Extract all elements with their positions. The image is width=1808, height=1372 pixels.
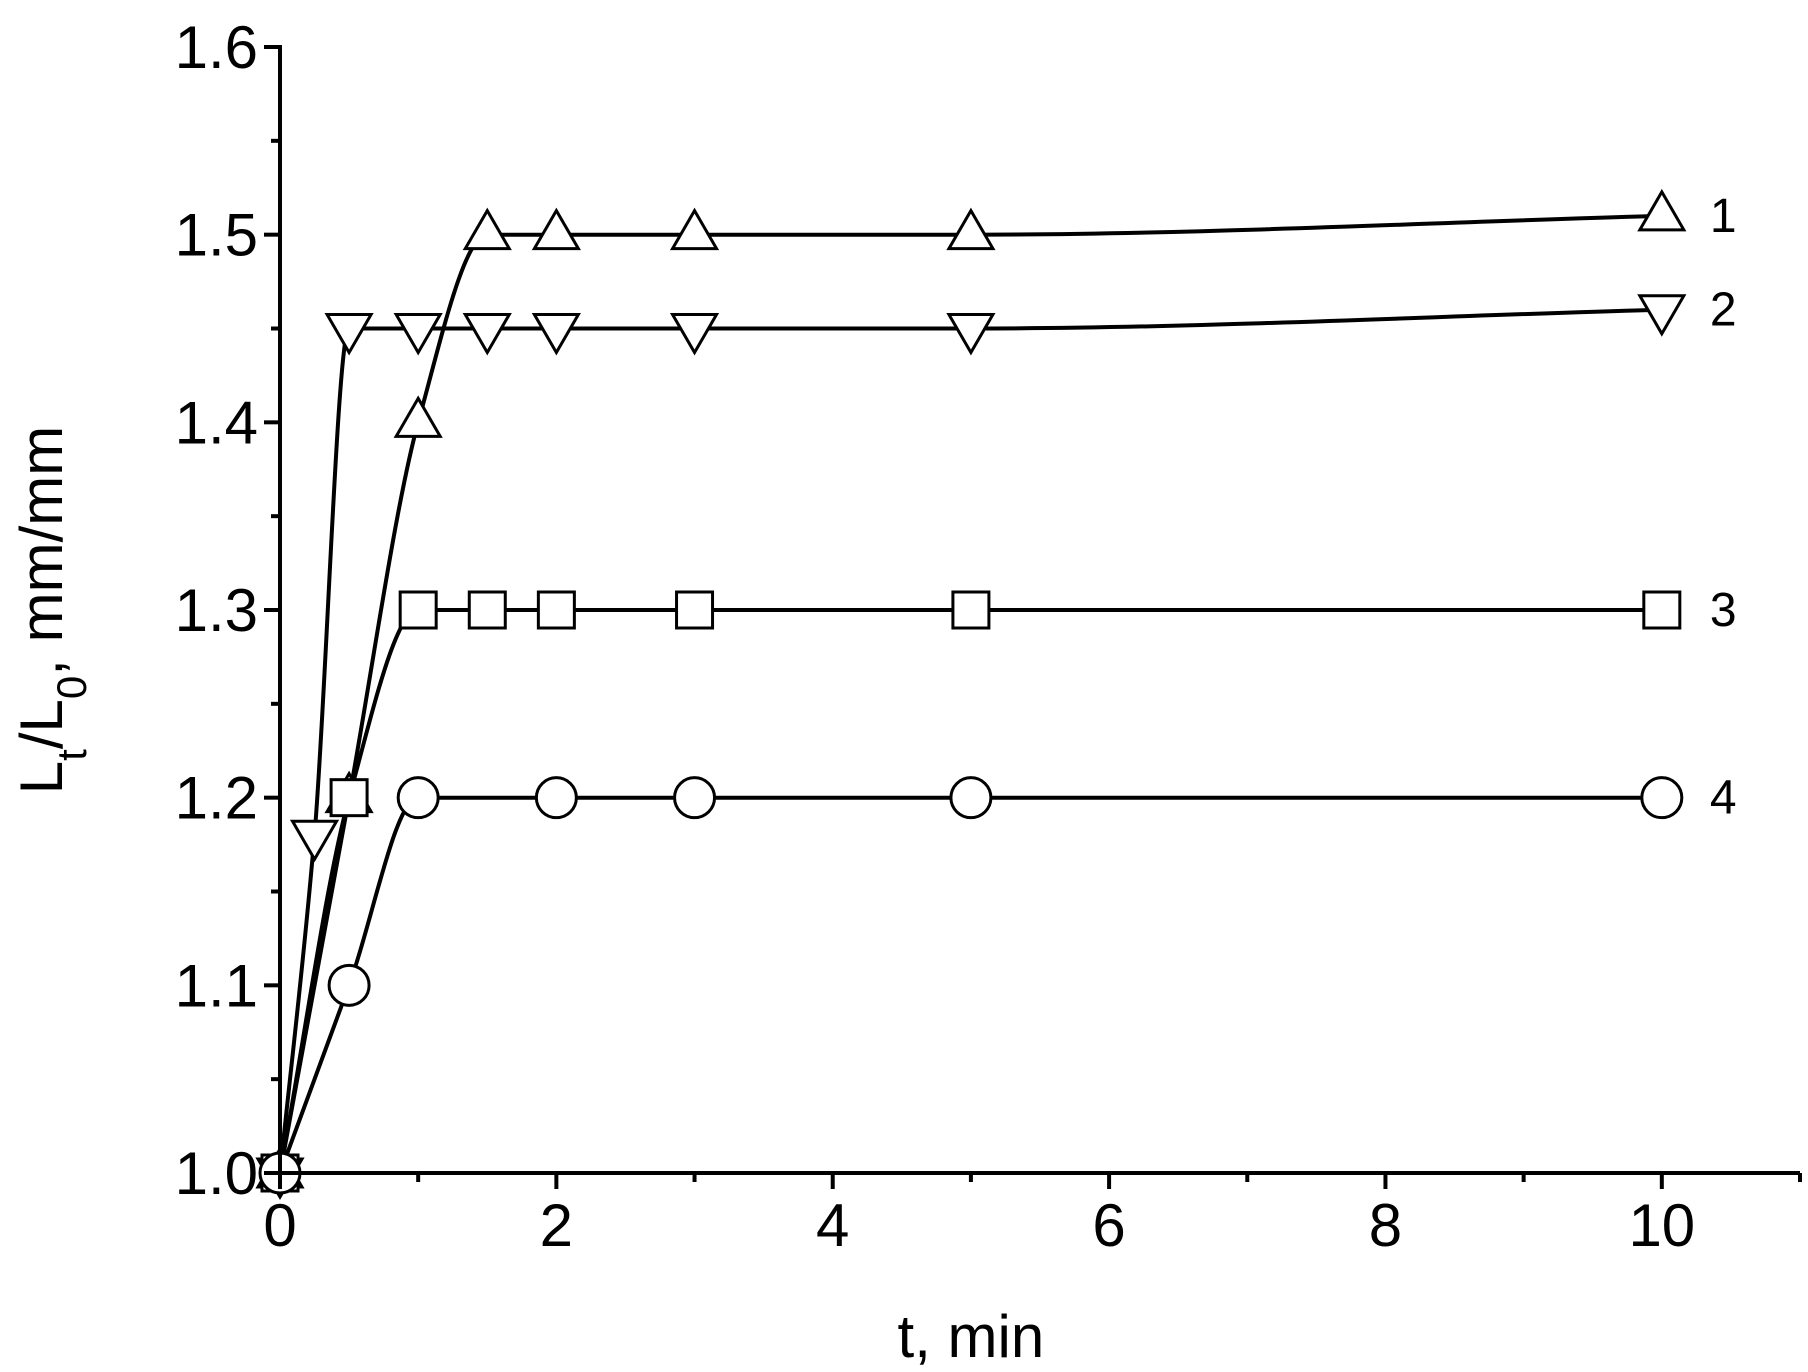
series-1-point-3 — [462, 207, 512, 251]
series-4-point-6 — [1640, 776, 1684, 820]
x-tick-label: 10 — [1628, 1192, 1695, 1259]
series-3-point-3 — [467, 590, 507, 630]
y-axis-title: Lt/L0, mm/mm — [8, 426, 95, 794]
series-3-point-7 — [1642, 590, 1682, 630]
x-tick-label: 6 — [1092, 1192, 1125, 1259]
series-1-curve — [278, 213, 1662, 1174]
y-tick-label: 1.3 — [175, 577, 258, 644]
series-3-point-1 — [329, 778, 369, 818]
series-2-point-5 — [531, 313, 581, 356]
series-3-curve — [278, 607, 1662, 1174]
y-tick-label: 1.1 — [175, 952, 258, 1019]
series-3-point-6 — [951, 590, 991, 630]
series-4-point-3 — [534, 776, 578, 820]
series-3-point-5 — [675, 590, 715, 630]
series-2-point-3 — [393, 313, 443, 356]
series-2-point-1 — [289, 819, 340, 863]
series-2-label: 2 — [1710, 284, 1737, 337]
y-tick-label: 1.2 — [175, 765, 258, 832]
series-2-point-6 — [669, 313, 720, 356]
x-axis-title: t, min — [898, 1303, 1045, 1367]
series-3-point-4 — [536, 590, 576, 630]
series-1-point-6 — [946, 207, 996, 251]
x-tick-label: 4 — [816, 1192, 849, 1259]
series-2-point-7 — [946, 313, 996, 356]
series-4-point-4 — [673, 776, 717, 820]
series-4-point-2 — [396, 776, 440, 820]
x-tick-label: 2 — [540, 1192, 573, 1259]
series-4-point-1 — [327, 963, 371, 1007]
series-3-label: 3 — [1710, 584, 1737, 637]
series-4-point-5 — [949, 776, 993, 820]
series-1-point-5 — [669, 207, 720, 251]
series-2-point-2 — [324, 313, 374, 356]
series-2-curve — [278, 307, 1662, 1174]
y-tick-label: 1.0 — [175, 1140, 258, 1207]
series-4-curve — [278, 795, 1662, 1174]
x-tick-label: 0 — [263, 1192, 296, 1259]
series-1-point-7 — [1637, 188, 1687, 232]
x-tick-label: 8 — [1369, 1192, 1402, 1259]
y-tick-label: 1.4 — [175, 389, 258, 456]
series-1-point-2 — [393, 395, 443, 438]
y-tick-label: 1.5 — [175, 202, 258, 269]
series-2-point-4 — [462, 313, 512, 356]
series-1-label: 1 — [1710, 190, 1737, 243]
series-1-point-4 — [531, 207, 581, 251]
series-3-point-2 — [398, 590, 438, 630]
y-tick-label: 1.6 — [175, 14, 258, 81]
series-4-label: 4 — [1710, 772, 1737, 825]
series-2-point-8 — [1637, 294, 1687, 337]
